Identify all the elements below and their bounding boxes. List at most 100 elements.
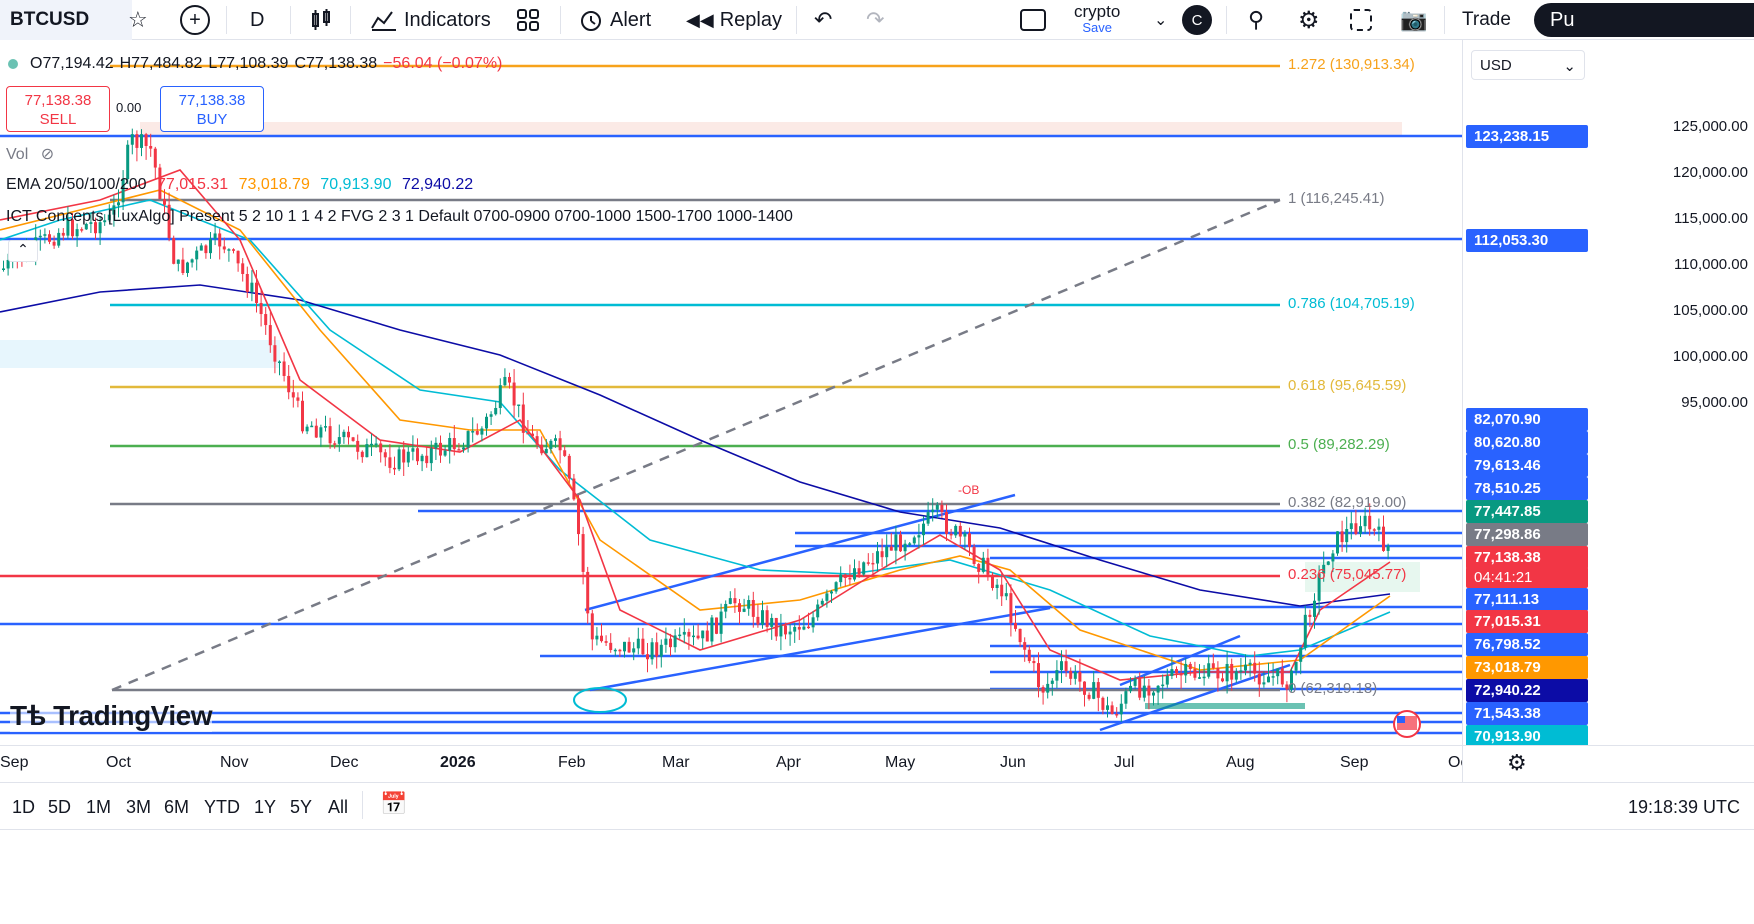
range-button-ytd[interactable]: YTD [204, 797, 240, 817]
candle-body [600, 635, 603, 642]
candle-body [830, 591, 833, 594]
fvg-zone [0, 340, 280, 368]
symbol-search[interactable]: BTCUSD [0, 0, 132, 40]
candle-body [692, 635, 695, 638]
ohlc-legend: O77,194.42 H77,484.82 L77,108.39 C77,138… [8, 55, 502, 73]
candle-body [590, 613, 594, 640]
candle-body [926, 512, 930, 524]
candle-body [581, 534, 585, 572]
range-button-6m[interactable]: 6M [164, 797, 190, 817]
range-button-1d[interactable]: 1D [12, 797, 36, 817]
candle-body [650, 642, 654, 660]
time-label: Apr [776, 754, 801, 771]
range-button-1y[interactable]: 1Y [254, 797, 277, 817]
sell-button[interactable]: 77,138.38 SELL [6, 86, 110, 132]
indicators-button[interactable]: Indicators [370, 0, 491, 40]
quick-search-button[interactable]: ⚲ [1248, 0, 1264, 40]
calendar-icon[interactable]: 📅 [380, 791, 408, 816]
time-label: Nov [220, 754, 249, 771]
candle-body [342, 431, 346, 438]
buy-button[interactable]: 77,138.38 BUY [160, 86, 264, 132]
ict-legend[interactable]: ICT Concepts [LuxAlgo] Present 5 2 10 1 … [6, 208, 793, 226]
candle-body [517, 404, 521, 407]
currency-select[interactable]: USD ⌄ [1471, 50, 1585, 80]
layout-button[interactable] [1020, 0, 1046, 40]
trade-button[interactable]: Trade [1462, 0, 1511, 40]
replay-button[interactable]: ◀◀ Replay [686, 0, 782, 40]
range-button-5d[interactable]: 5D [48, 797, 72, 817]
candle-body [664, 638, 668, 645]
layout-menu-button[interactable]: ⌄ [1154, 0, 1167, 40]
clock[interactable]: 19:18:39 UTC [1627, 797, 1740, 817]
candle-body [563, 450, 567, 456]
snapshot-button[interactable]: 📷 [1400, 0, 1427, 40]
range-button-3m[interactable]: 3M [126, 797, 152, 817]
candle-body [623, 641, 626, 652]
candle-body [655, 642, 659, 657]
candle-body [425, 455, 429, 464]
candle-body [1129, 685, 1132, 692]
interval-button[interactable]: D [250, 0, 264, 40]
candle-body [669, 638, 672, 648]
candle-body [48, 234, 51, 242]
undo-button[interactable]: ↶ [814, 0, 832, 40]
interval-label: D [250, 8, 265, 31]
candle-body [209, 238, 212, 254]
candle-body [466, 431, 470, 448]
ema-legend[interactable]: EMA 20/50/100/200 77,015.31 73,018.79 70… [6, 176, 473, 194]
candle-body [1184, 663, 1188, 676]
candle-body [333, 443, 337, 445]
publish-button[interactable]: Pu [1534, 3, 1754, 37]
compare-button[interactable]: + [180, 0, 210, 40]
candle-body [126, 144, 130, 180]
price-axis[interactable]: USD ⌄ 125,000.00 120,000.00 115,000.00 110,0… [1462, 40, 1754, 782]
alert-button[interactable]: Alert [578, 0, 651, 40]
layout-name-button[interactable]: crypto Save [1074, 0, 1120, 40]
candle-body [710, 617, 714, 642]
candle-body [540, 444, 544, 454]
candle-body [885, 546, 889, 558]
star-icon: ☆ [128, 7, 148, 32]
candle-body [94, 222, 97, 234]
collapse-legend-button[interactable]: ⌃ [8, 240, 38, 262]
templates-button[interactable] [516, 0, 540, 40]
settings-icon[interactable]: ⚙ [1507, 750, 1527, 775]
candle-body [457, 449, 461, 451]
candle-body [480, 428, 484, 435]
time-axis[interactable]: Sep Oct Nov Dec 2026 Feb Mar Apr May Jun Jul Aug Sep… [0, 745, 1468, 781]
range-button-1m[interactable]: 1M [86, 797, 112, 817]
candle-body [636, 638, 640, 649]
account-button[interactable]: C [1182, 0, 1212, 40]
ema-label: EMA 20/50/100/200 [6, 176, 147, 193]
price-label: 77,111.13 [1466, 588, 1588, 611]
candle-body [273, 345, 277, 362]
price-chart[interactable]: -OB [0, 40, 1462, 745]
chart-style-button[interactable] [310, 0, 332, 40]
buy-price: 77,138.38 [178, 92, 246, 109]
replay-label: Replay [719, 8, 782, 31]
volume-legend[interactable]: Vol ⊘ [6, 144, 54, 164]
fib-level-label: 0.382 (82,919.00) [1288, 494, 1407, 511]
candle-body [328, 426, 332, 444]
fullscreen-button[interactable] [1350, 0, 1372, 40]
candle-body [595, 635, 599, 640]
favorite-button[interactable]: ☆ [128, 0, 148, 40]
candle-body [1299, 647, 1303, 662]
candle-body [719, 611, 723, 634]
candle-body [632, 648, 636, 653]
candle-body [199, 245, 203, 251]
candle-body [834, 582, 838, 592]
dashed-trendline [111, 198, 1281, 692]
candle-body [751, 599, 755, 617]
range-button-5y[interactable]: 5Y [290, 797, 313, 817]
settings-button[interactable]: ⚙ [1298, 0, 1320, 40]
candle-body [1354, 523, 1358, 534]
redo-button[interactable]: ↷ [866, 0, 884, 40]
candle-body [627, 641, 631, 653]
range-button-all[interactable]: All [328, 797, 349, 817]
candle-body [420, 455, 424, 462]
candle-body [618, 649, 622, 652]
time-label: Jul [1114, 754, 1135, 771]
candle-body [1257, 673, 1261, 685]
candle-body [949, 533, 953, 536]
